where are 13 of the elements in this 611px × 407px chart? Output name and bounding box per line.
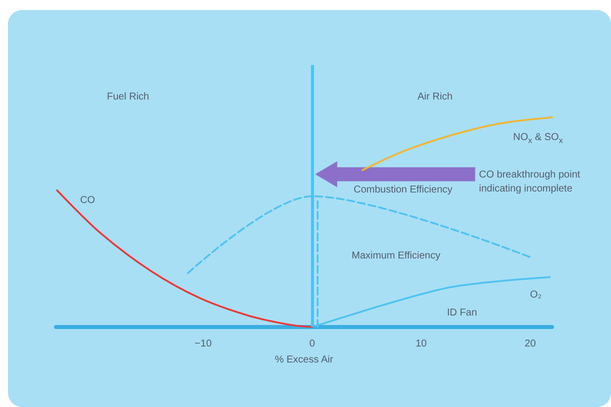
- annotation: ID Fan: [446, 308, 478, 318]
- annotation: CO breakthrough point indicating incomplete: [479, 170, 580, 194]
- series-label: CO: [80, 194, 96, 206]
- text: Air Rich: [417, 92, 453, 102]
- text: Fuel Rich: [106, 92, 150, 102]
- x-tick-label: −10: [194, 338, 212, 350]
- x-tick-label: 0: [309, 338, 316, 350]
- x-axis-title: % Excess Air: [274, 354, 334, 366]
- x-tick-label: 20: [524, 338, 536, 350]
- x-tick-label: 10: [416, 338, 428, 350]
- annotation: Maximum Efficiency: [352, 250, 440, 262]
- annotation: Combustion Efficiency: [354, 184, 452, 196]
- series-label: O₂: [530, 290, 542, 301]
